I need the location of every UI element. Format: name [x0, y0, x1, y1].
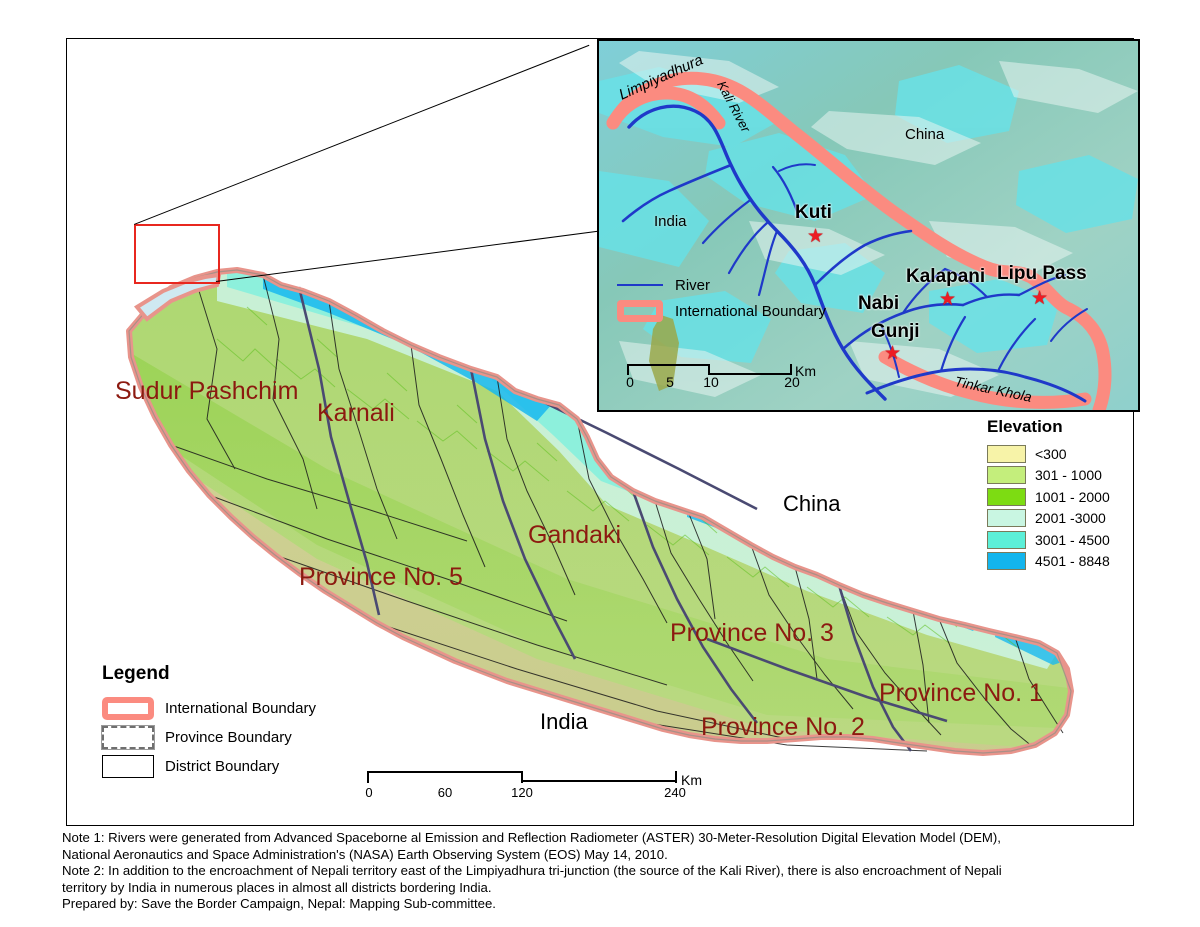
- inset-country-label-china: China: [905, 126, 945, 143]
- locator-box: [134, 224, 220, 284]
- inset-scalebar-tick: 10: [703, 374, 719, 390]
- star-icon: ★: [884, 343, 902, 364]
- main-scalebar-tick: 120: [511, 785, 533, 800]
- legend-title: Legend: [102, 663, 170, 684]
- elevation-label: <300: [1035, 445, 1067, 462]
- elevation-swatch: [987, 487, 1026, 506]
- elevation-label: 2001 -3000: [1035, 510, 1106, 527]
- star-icon: ★: [1031, 288, 1049, 309]
- prepared-by-line: Prepared by: Save the Border Campaign, N…: [62, 896, 496, 911]
- elevation-legend-row: 301 - 1000: [987, 465, 1110, 487]
- country-label-china: China: [783, 491, 841, 516]
- province-label-sudur-pashchim: Sudur Pashchim: [115, 377, 299, 405]
- legend-item-label: International Boundary: [165, 700, 316, 717]
- elevation-swatch: [987, 444, 1026, 463]
- legend-item-international-boundary: International Boundary: [102, 694, 316, 723]
- inset-international-boundary: [606, 71, 1112, 410]
- elevation-legend-title: Elevation: [987, 417, 1063, 436]
- province-boundary-swatch: [101, 725, 155, 750]
- inset-legend-item-river: River: [617, 272, 826, 298]
- province-label-gandaki: Gandaki: [528, 521, 622, 549]
- main-scalebar-unit: Km: [681, 772, 702, 788]
- star-icon: ★: [807, 226, 825, 247]
- district-boundaries: [170, 274, 1064, 752]
- elevation-label: 301 - 1000: [1035, 467, 1102, 484]
- river-line-swatch: [617, 284, 663, 286]
- elevation-legend-row: 2001 -3000: [987, 508, 1110, 530]
- elevation-label: 1001 - 2000: [1035, 488, 1110, 505]
- main-scalebar-tick: 60: [437, 785, 453, 800]
- inset-place-label-kuti: Kuti: [795, 202, 832, 223]
- inset-place-label-kalapani: Kalapani: [906, 266, 986, 287]
- star-icon: ★: [939, 289, 957, 310]
- elevation-legend-row: <300: [987, 443, 1110, 465]
- legend-item-label: Province Boundary: [165, 729, 292, 746]
- note-1-line-1: Note 1: Rivers were generated from Advan…: [62, 830, 1001, 845]
- province-label-province-5: Province No. 5: [299, 563, 463, 591]
- district-boundary-swatch: [102, 755, 154, 778]
- international-boundary-swatch: [617, 300, 663, 322]
- inset-scalebar: Km 0 5 10 20: [626, 363, 816, 391]
- province-label-province-1: Province No. 1: [879, 679, 1043, 707]
- note-2-line-1: Note 2: In addition to the encroachment …: [62, 863, 1002, 878]
- map-legend: Legend International Boundary Province B…: [101, 663, 316, 781]
- inset-scalebar-tick: 0: [626, 374, 634, 390]
- province-label-province-3: Province No. 3: [670, 619, 834, 647]
- elevation-legend-row: 1001 - 2000: [987, 486, 1110, 508]
- elevation-legend: Elevation <300 301 - 1000 1001 - 2000 20…: [987, 417, 1110, 572]
- country-label-india: India: [540, 709, 588, 734]
- main-scalebar-tick: 240: [664, 785, 686, 800]
- inset-rivers: [621, 104, 1088, 403]
- note-2-line-2: territory by India in numerous places in…: [62, 879, 492, 895]
- elevation-label: 3001 - 4500: [1035, 531, 1110, 548]
- inset-legend-item-international-boundary: International Boundary: [617, 298, 826, 324]
- province-label-karnali: Karnali: [317, 399, 395, 427]
- inset-map[interactable]: Limpiyadhura Kali River Tinkar Khola Chi…: [597, 39, 1140, 412]
- inset-scalebar-tick: 20: [784, 374, 800, 390]
- inset-place-label-gunji: Gunji: [871, 321, 920, 342]
- inset-scalebar-unit: Km: [795, 363, 816, 379]
- inset-country-label-india: India: [654, 213, 687, 230]
- elevation-swatch: [987, 552, 1026, 571]
- legend-item-label: District Boundary: [165, 758, 280, 775]
- international-boundary-swatch: [102, 697, 154, 720]
- inset-legend-label: River: [675, 276, 711, 294]
- main-scalebar-tick: 0: [365, 785, 373, 800]
- elevation-label: 4501 - 8848: [1035, 553, 1110, 570]
- elevation-legend-row: 3001 - 4500: [987, 529, 1110, 551]
- legend-item-district-boundary: District Boundary: [102, 752, 316, 781]
- inset-legend-label: International Boundary: [675, 302, 826, 320]
- elevation-swatch: [987, 509, 1026, 528]
- note-1-line-2: National Aeronautics and Space Administr…: [62, 846, 668, 862]
- inset-place-label-lipu-pass: Lipu Pass: [997, 263, 1087, 284]
- elevation-swatch: [987, 466, 1026, 485]
- elevation-legend-row: 4501 - 8848: [987, 551, 1110, 573]
- inset-place-label-nabi: Nabi: [858, 293, 900, 314]
- inset-scalebar-tick: 5: [666, 374, 674, 390]
- inset-legend: River International Boundary: [617, 272, 826, 324]
- legend-item-province-boundary: Province Boundary: [101, 723, 316, 752]
- main-scalebar: Km 0 60 120 240: [365, 769, 702, 803]
- elevation-swatch: [987, 530, 1026, 549]
- nepal-base-map: [126, 267, 1074, 756]
- province-label-province-2: Province No. 2: [701, 713, 865, 741]
- footer-notes: Note 1: Rivers were generated from Advan…: [62, 830, 1192, 913]
- inset-terrain: [599, 41, 1138, 410]
